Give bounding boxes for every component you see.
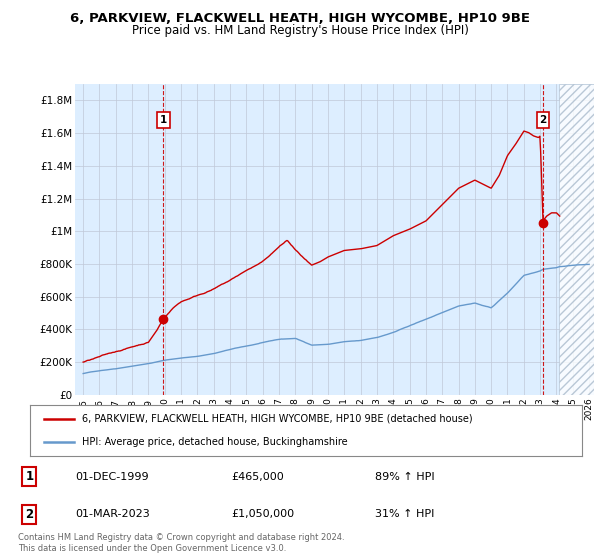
Bar [559,84,597,395]
Text: 31% ↑ HPI: 31% ↑ HPI [375,510,434,520]
Text: 01-MAR-2023: 01-MAR-2023 [76,510,150,520]
Text: Price paid vs. HM Land Registry's House Price Index (HPI): Price paid vs. HM Land Registry's House … [131,24,469,36]
Text: Contains HM Land Registry data © Crown copyright and database right 2024.
This d: Contains HM Land Registry data © Crown c… [18,533,344,553]
Text: £1,050,000: £1,050,000 [231,510,294,520]
Text: £465,000: £465,000 [231,472,284,482]
Text: HPI: Average price, detached house, Buckinghamshire: HPI: Average price, detached house, Buck… [82,437,348,447]
Text: 89% ↑ HPI: 89% ↑ HPI [375,472,434,482]
Text: 01-DEC-1999: 01-DEC-1999 [76,472,149,482]
Text: 1: 1 [25,470,34,483]
Text: 2: 2 [539,115,547,125]
Text: 6, PARKVIEW, FLACKWELL HEATH, HIGH WYCOMBE, HP10 9BE (detached house): 6, PARKVIEW, FLACKWELL HEATH, HIGH WYCOM… [82,414,473,424]
Text: 2: 2 [25,508,34,521]
Text: 6, PARKVIEW, FLACKWELL HEATH, HIGH WYCOMBE, HP10 9BE: 6, PARKVIEW, FLACKWELL HEATH, HIGH WYCOM… [70,12,530,25]
Text: 1: 1 [160,115,167,125]
